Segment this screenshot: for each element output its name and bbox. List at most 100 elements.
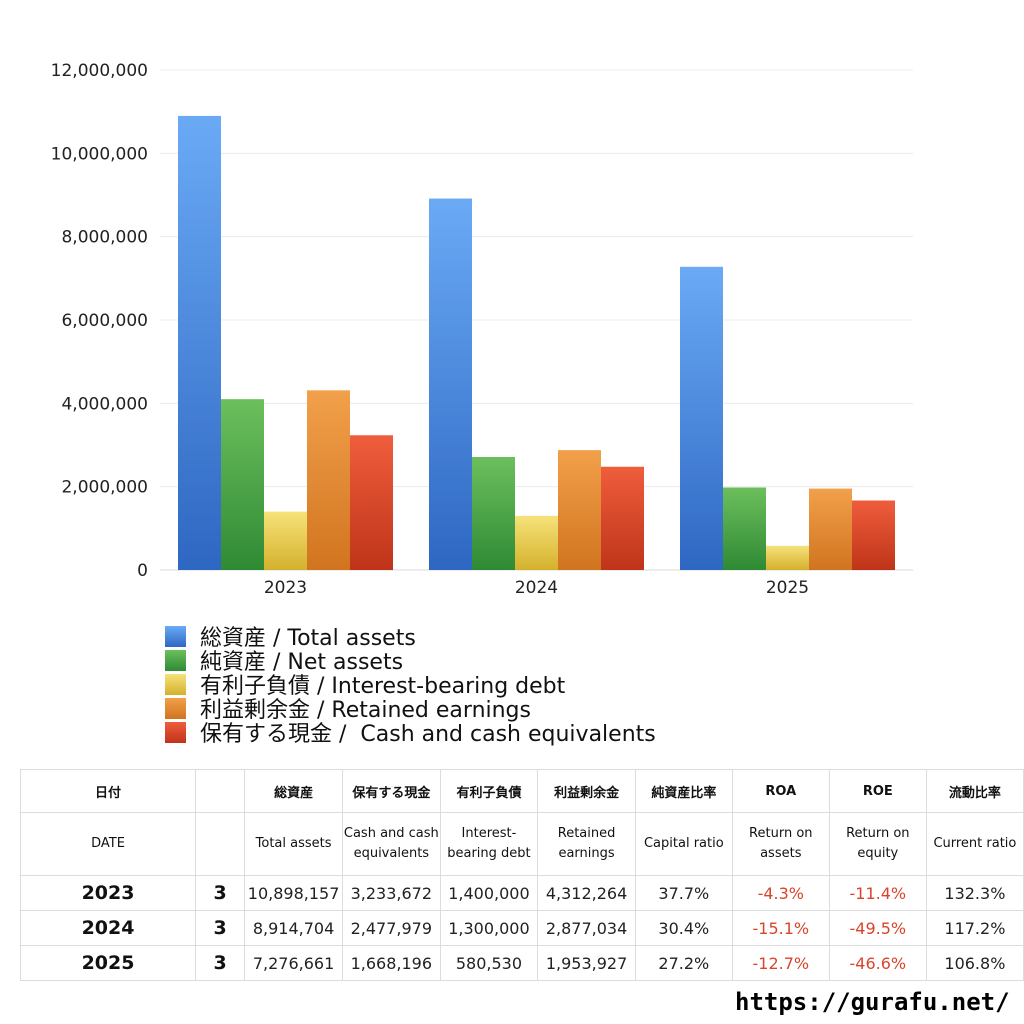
table-cell-year: 2023 [19, 875, 197, 911]
table-header-cell: Interest-bearing debt [439, 812, 539, 876]
bar-2023-series-0 [178, 115, 221, 570]
x-tick-label-2023: 2023 [264, 578, 307, 598]
bar-chart: 0 2,000,000 4,000,000 6,000,000 8,000,000 10,… [51, 61, 913, 598]
bar-2024-series-2 [515, 515, 558, 570]
table-cell-cash: 3,233,672 [342, 875, 441, 911]
y-tick-label: 8,000,000 [61, 228, 148, 248]
bars [178, 115, 895, 570]
bar-2025-series-4 [852, 500, 895, 570]
table-cell-retained: 1,953,927 [537, 945, 636, 981]
legend-swatch [165, 625, 186, 647]
table-cell-retained: 2,877,034 [537, 910, 636, 946]
site-url: https://gurafu.net/ [735, 988, 1010, 1016]
table-cell-month: 3 [195, 910, 246, 946]
legend-item: 純資産 / Net assets [165, 648, 656, 675]
table-cell-roa: -4.3% [731, 875, 830, 911]
table-header-cell: 保有する現金 [342, 769, 441, 813]
table-header-cell: Capital ratio [634, 812, 733, 876]
bar-2025-series-0 [680, 266, 723, 570]
y-tick-label: 6,000,000 [61, 311, 148, 331]
bar-2023-series-4 [350, 435, 393, 570]
bar-2025-series-3 [809, 488, 852, 570]
table-row: 2023 3 10,898,157 3,233,672 1,400,000 4,312,2… [19, 875, 1024, 911]
table-cell-retained: 4,312,264 [537, 875, 636, 911]
table-header-cell: 流動比率 [925, 769, 1024, 813]
bar-2023-series-3 [307, 390, 350, 570]
table-header-cell: Retained earnings [537, 812, 636, 876]
legend-swatch [165, 649, 186, 671]
table-cell-current-ratio: 106.8% [925, 945, 1024, 981]
legend-item: 利益剰余金 / Retained earnings [165, 696, 656, 723]
x-axis-tick-labels: 2023 2024 2025 [264, 578, 809, 598]
table-cell-total-assets: 7,276,661 [244, 945, 344, 981]
legend-item: 総資産 / Total assets [165, 624, 656, 651]
table-cell-capital-ratio: 27.2% [634, 945, 733, 981]
table-row: 2025 3 7,276,661 1,668,196 580,530 1,953,927 2… [19, 945, 1024, 981]
table-cell-cash: 1,668,196 [342, 945, 441, 981]
table-cell-current-ratio: 132.3% [925, 875, 1024, 911]
table-cell-year: 2024 [19, 910, 197, 946]
financial-data-table: 日付 総資産 保有する現金 有利子負債 利益剰余金 純資産比率 ROA ROE 流動比率 DATE… [19, 769, 1024, 981]
table-cell-roe: -11.4% [828, 875, 927, 911]
table-header-cell: 総資産 [244, 769, 344, 813]
table-cell-month: 3 [195, 875, 246, 911]
bar-2025-series-2 [766, 545, 809, 570]
grid-lines [160, 69, 913, 571]
y-axis-tick-labels: 0 2,000,000 4,000,000 6,000,000 8,000,000 10,… [51, 61, 148, 581]
table-header-cell [195, 769, 246, 813]
chart-legend: 総資産 / Total assets 純資産 / Net assets 有利子負債 … [165, 624, 656, 747]
legend-label: 純資産 / Net assets [200, 650, 404, 675]
legend-item: 保有する現金 / Cash and cash equivalents [165, 720, 656, 747]
legend-swatch [165, 721, 186, 743]
legend-swatch [165, 697, 186, 719]
table-header-cell: 有利子負債 [439, 769, 539, 813]
hdr-jp-row: 日付 総資産 保有する現金 有利子負債 利益剰余金 純資産比率 ROA ROE 流動比率 [19, 769, 1024, 813]
table-cell-cash: 2,477,979 [342, 910, 441, 946]
table-cell-month: 3 [195, 945, 246, 981]
hdr-en-row: DATE Total assets Cash and cash equivalent… [19, 812, 1024, 876]
bar-2025-series-1 [723, 487, 766, 570]
table-cell-year: 2025 [19, 945, 197, 981]
y-tick-label: 2,000,000 [61, 478, 148, 498]
table-header-cell: ROA [731, 769, 830, 813]
table-cell-roe: -46.6% [828, 945, 927, 981]
bar-2024-series-0 [429, 198, 472, 570]
table-cell-roa: -12.7% [731, 945, 830, 981]
bar-2023-series-1 [221, 399, 264, 570]
x-tick-label-2024: 2024 [515, 578, 558, 598]
table-cell-capital-ratio: 30.4% [634, 910, 733, 946]
bar-2024-series-3 [558, 450, 601, 570]
table-cell-debt: 1,300,000 [439, 910, 539, 946]
table-cell-debt: 580,530 [439, 945, 539, 981]
table-header-cell: Return on assets [731, 812, 830, 876]
bar-2023-series-2 [264, 511, 307, 570]
x-tick-label-2025: 2025 [766, 578, 809, 598]
table-cell-debt: 1,400,000 [439, 875, 539, 911]
legend-label: 保有する現金 / Cash and cash equivalents [200, 722, 656, 747]
table-header-cell: Total assets [244, 812, 344, 876]
bar-2024-series-1 [472, 457, 515, 570]
table-cell-total-assets: 8,914,704 [244, 910, 344, 946]
legend-label: 総資産 / Total assets [200, 626, 416, 651]
legend-label: 有利子負債 / Interest-bearing debt [200, 674, 566, 699]
legend-swatch [165, 673, 186, 695]
y-tick-label: 10,000,000 [51, 144, 148, 164]
table-header-cell: Cash and cash equivalents [342, 812, 441, 876]
y-tick-label: 12,000,000 [51, 61, 148, 81]
table-header-cell: DATE [19, 812, 197, 876]
legend-label: 利益剰余金 / Retained earnings [200, 698, 531, 723]
table-cell-capital-ratio: 37.7% [634, 875, 733, 911]
table-header-cell: 純資産比率 [634, 769, 733, 813]
table-cell-roe: -49.5% [828, 910, 927, 946]
table-row: 2024 3 8,914,704 2,477,979 1,300,000 2,877,03… [19, 910, 1024, 946]
table-header-cell [195, 812, 246, 876]
table-header-cell: 利益剰余金 [537, 769, 636, 813]
bar-2024-series-4 [601, 466, 644, 570]
table-cell-total-assets: 10,898,157 [244, 875, 344, 911]
y-tick-label: 0 [137, 561, 148, 581]
table-cell-roa: -15.1% [731, 910, 830, 946]
table-cell-current-ratio: 117.2% [925, 910, 1024, 946]
table-header-cell: ROE [828, 769, 927, 813]
legend-item: 有利子負債 / Interest-bearing debt [165, 672, 656, 699]
table-header-cell: Current ratio [925, 812, 1024, 876]
